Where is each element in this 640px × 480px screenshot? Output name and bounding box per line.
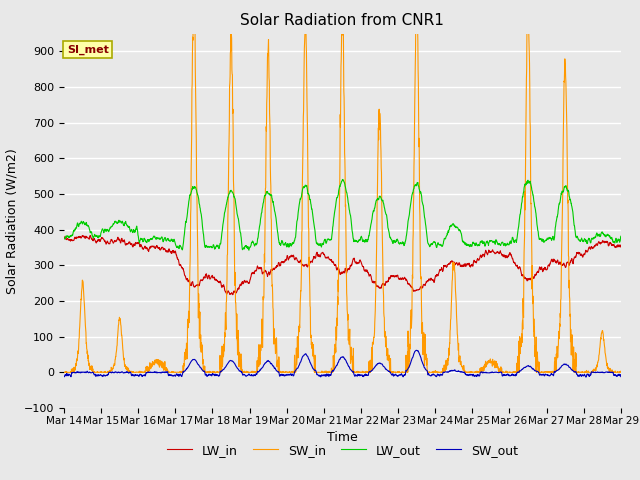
SW_in — [359, 370, 367, 375]
LW_in — [568, 257, 576, 263]
LW_out — [617, 233, 625, 239]
SW_out — [504, 372, 512, 378]
SW_out — [582, 374, 590, 380]
X-axis label: Time: Time — [327, 431, 358, 444]
Line: SW_out: SW_out — [64, 350, 621, 377]
SW_out — [584, 372, 591, 377]
LW_out — [359, 238, 367, 243]
LW_in — [229, 292, 237, 298]
Line: SW_in: SW_in — [64, 0, 621, 372]
LW_out — [60, 235, 68, 240]
SW_in — [504, 370, 512, 375]
SW_out — [412, 348, 420, 353]
Line: LW_in: LW_in — [64, 236, 621, 295]
LW_out — [505, 242, 513, 248]
SW_in — [61, 370, 68, 375]
LW_in — [359, 264, 367, 270]
SW_out — [358, 372, 366, 378]
LW_out — [245, 247, 253, 253]
SW_in — [617, 368, 625, 374]
Y-axis label: Solar Radiation (W/m2): Solar Radiation (W/m2) — [5, 148, 19, 294]
SW_in — [568, 332, 576, 338]
LW_in — [505, 253, 513, 259]
Text: SI_met: SI_met — [67, 45, 109, 55]
LW_in — [371, 279, 379, 285]
LW_in — [584, 249, 591, 254]
Line: LW_out: LW_out — [64, 180, 621, 250]
Title: Solar Radiation from CNR1: Solar Radiation from CNR1 — [241, 13, 444, 28]
LW_out — [568, 205, 576, 211]
LW_out — [584, 240, 591, 246]
SW_in — [60, 369, 68, 375]
LW_in — [79, 233, 86, 239]
SW_in — [216, 370, 223, 375]
LW_out — [339, 177, 346, 182]
SW_out — [60, 373, 68, 379]
LW_in — [216, 280, 223, 286]
SW_out — [568, 367, 575, 372]
SW_in — [584, 370, 591, 375]
Legend: LW_in, SW_in, LW_out, SW_out: LW_in, SW_in, LW_out, SW_out — [162, 439, 523, 462]
SW_in — [371, 320, 379, 325]
SW_out — [216, 373, 223, 379]
LW_in — [60, 234, 68, 240]
LW_out — [216, 245, 223, 251]
SW_out — [371, 364, 378, 370]
LW_in — [617, 244, 625, 250]
SW_out — [617, 374, 625, 380]
LW_out — [371, 204, 379, 209]
